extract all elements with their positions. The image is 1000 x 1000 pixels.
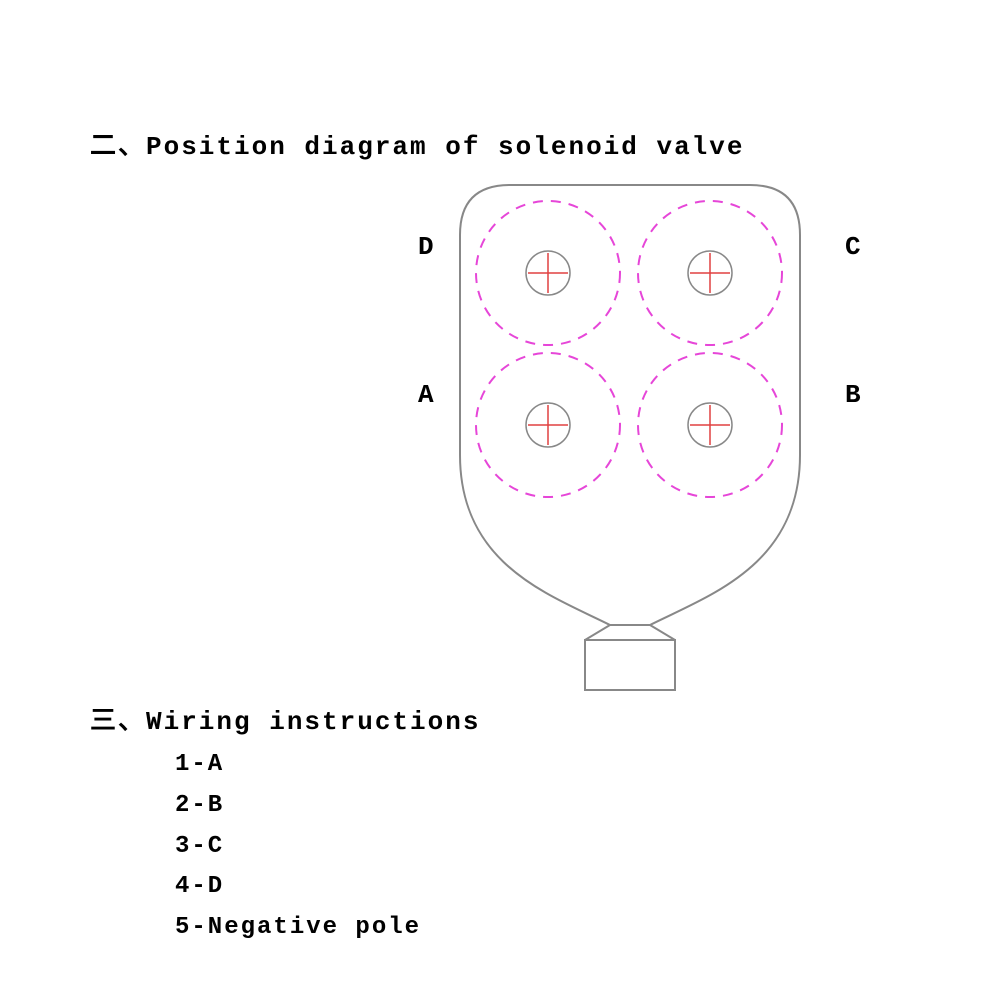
wiring-item-4: 4-D <box>175 867 421 908</box>
wiring-item-1: 1-A <box>175 745 421 786</box>
wiring-item-5: 5-Negative pole <box>175 908 421 949</box>
section-1-title: 二、Position diagram of solenoid valve <box>90 125 745 162</box>
solenoid-diagram: D C A B <box>390 175 890 675</box>
position-label-b: B <box>845 380 861 410</box>
position-label-c: C <box>845 232 861 262</box>
wiring-item-3: 3-C <box>175 827 421 868</box>
position-label-a: A <box>418 380 434 410</box>
section-2-title: 三、Wiring instructions <box>90 700 480 737</box>
valve-svg <box>390 175 890 705</box>
position-label-d: D <box>418 232 434 262</box>
wiring-instructions-list: 1-A 2-B 3-C 4-D 5-Negative pole <box>175 745 421 949</box>
wiring-item-2: 2-B <box>175 786 421 827</box>
